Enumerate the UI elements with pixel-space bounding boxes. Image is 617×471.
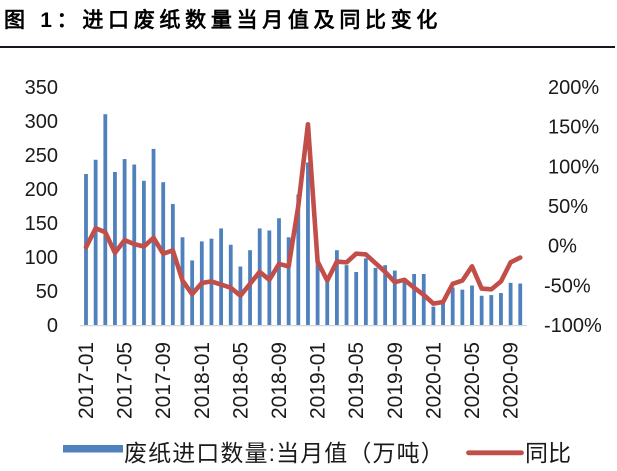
svg-text:150: 150 [25, 213, 58, 235]
svg-text:100%: 100% [548, 156, 599, 178]
svg-text:2018-01: 2018-01 [191, 342, 214, 419]
svg-text:2018-05: 2018-05 [229, 342, 252, 419]
svg-text:2019-05: 2019-05 [345, 342, 368, 419]
svg-text:-50%: -50% [544, 275, 591, 297]
svg-text:50%: 50% [548, 196, 588, 218]
svg-text:2018-09: 2018-09 [268, 342, 291, 419]
svg-text:2019-09: 2019-09 [384, 342, 407, 419]
svg-text:废纸进口数量:当月值（万吨）: 废纸进口数量:当月值（万吨） [124, 440, 445, 466]
svg-text:50: 50 [36, 281, 58, 303]
svg-text:350: 350 [25, 77, 58, 99]
svg-text:200%: 200% [548, 77, 599, 99]
svg-text:同比: 同比 [525, 440, 571, 466]
svg-text:250: 250 [25, 145, 58, 167]
svg-text:2017-01: 2017-01 [75, 342, 98, 419]
svg-text:200: 200 [25, 179, 58, 201]
svg-text:100: 100 [25, 247, 58, 269]
svg-text:2017-05: 2017-05 [114, 342, 137, 419]
svg-text:-100%: -100% [544, 315, 602, 337]
svg-text:2020-09: 2020-09 [500, 342, 523, 419]
svg-text:150%: 150% [548, 117, 599, 139]
svg-text:0: 0 [47, 315, 58, 337]
svg-text:2017-09: 2017-09 [152, 342, 175, 419]
svg-text:2020-01: 2020-01 [422, 342, 445, 419]
svg-text:2020-05: 2020-05 [461, 342, 484, 419]
svg-text:0%: 0% [548, 236, 577, 258]
svg-text:300: 300 [25, 111, 58, 133]
svg-text:2019-01: 2019-01 [307, 342, 330, 419]
